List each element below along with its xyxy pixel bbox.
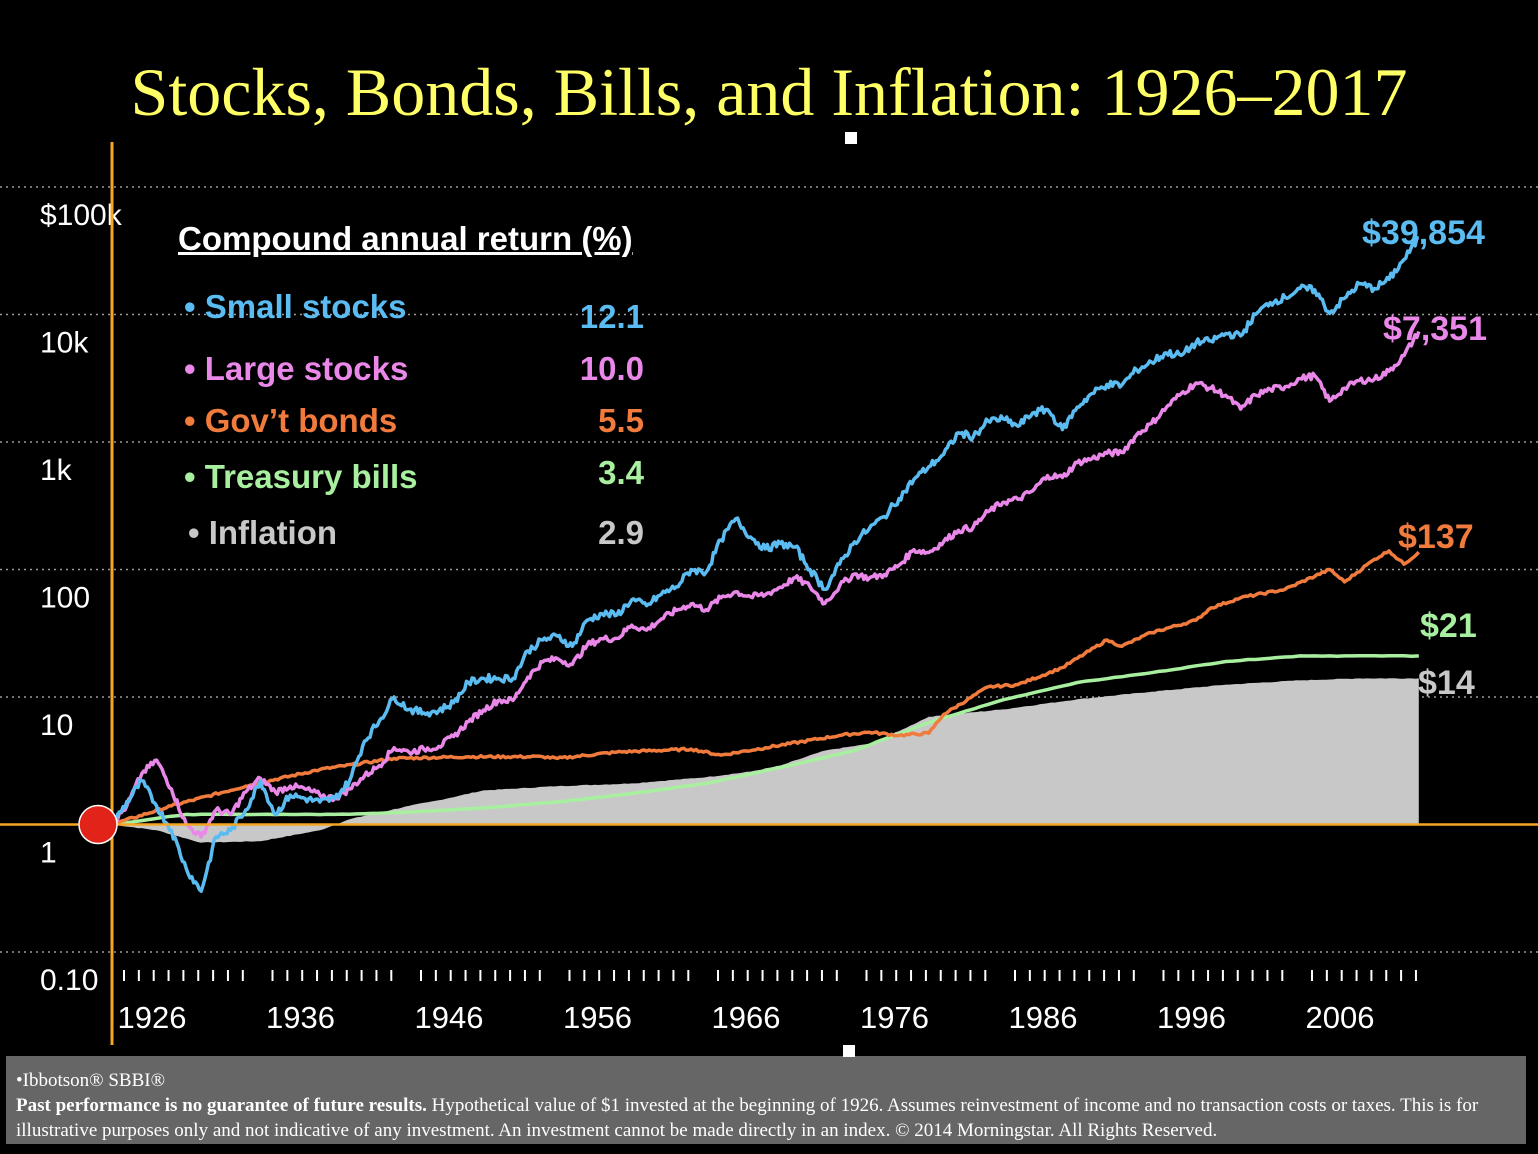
x-tick-label: 1956 [563,1000,632,1035]
x-tick-label: 1996 [1157,1000,1226,1035]
x-tick-label: 1926 [118,1000,187,1035]
y-tick-label: 100 [40,582,90,615]
end-label-small-stocks: $39,854 [1362,214,1485,252]
y-tick-label: 0.10 [40,964,98,997]
legend-label-govt-bonds: • Gov’t bonds [184,402,398,439]
y-tick-label: 1 [40,837,57,870]
end-label-inflation: $14 [1418,664,1475,702]
legend-value-small-stocks: 12.1 [579,298,644,335]
y-tick-label: 1k [40,454,73,487]
y-tick-label: $100k [40,199,123,232]
y-tick-label: 10 [40,709,73,742]
footer-source: •Ibbotson® SBBI® [16,1070,166,1091]
legend-label-small-stocks: • Small stocks [184,288,407,325]
legend-label-treasury-bills: • Treasury bills [184,458,418,495]
legend-title: Compound annual return (%) [178,220,633,257]
selection-handle-bottom[interactable] [843,1045,855,1057]
end-label-treasury-bills: $21 [1420,607,1477,645]
end-label-govt-bonds: $137 [1398,518,1474,556]
series-inflation-area [112,678,1419,843]
legend-item-inflation: • Inflation 2.9 [188,514,644,558]
legend-label-large-stocks: • Large stocks [184,350,409,387]
series-small-stocks-line [110,236,1419,893]
legend-value-inflation: 2.9 [598,514,644,551]
y-tick-label: 10k [40,327,89,360]
x-tick-label: 1936 [266,1000,335,1035]
series-govt-bonds-line [111,549,1421,827]
footer-disclaimer: •Ibbotson® SBBI® Past performance is no … [6,1056,1526,1144]
legend-item-govt-bonds: • Gov’t bonds 5.5 [184,402,644,446]
x-tick-label: 1966 [712,1000,781,1035]
chart-title: Stocks, Bonds, Bills, and Inflation: 192… [130,54,1408,130]
legend-value-govt-bonds: 5.5 [598,402,644,439]
footer-text: Past performance is no guarantee of futu… [16,1093,1516,1143]
legend-label-inflation: • Inflation [188,514,338,551]
end-label-large-stocks: $7,351 [1383,310,1487,348]
start-marker [78,804,118,845]
x-tick-label: 1976 [860,1000,929,1035]
series-large-stocks-line [111,330,1421,839]
x-tick-label: 1986 [1009,1000,1078,1035]
selection-handle-top[interactable] [845,132,857,144]
legend-value-treasury-bills: 3.4 [598,454,644,491]
x-tick-label: 1946 [415,1000,484,1035]
x-tick-label: 2006 [1306,1000,1375,1035]
legend-value-large-stocks: 10.0 [579,350,644,387]
legend-item-large-stocks: • Large stocks 10.0 [184,350,644,394]
series-treasury-bills-line [111,653,1419,827]
legend-item-small-stocks: • Small stocks 12.1 [184,288,644,335]
legend-item-treasury-bills: • Treasury bills 3.4 [184,454,644,502]
footer-disclaimer-bold: Past performance is no guarantee of futu… [16,1095,427,1116]
footer-disclaimer-body: Hypothetical value of $1 invested at the… [16,1095,1479,1141]
